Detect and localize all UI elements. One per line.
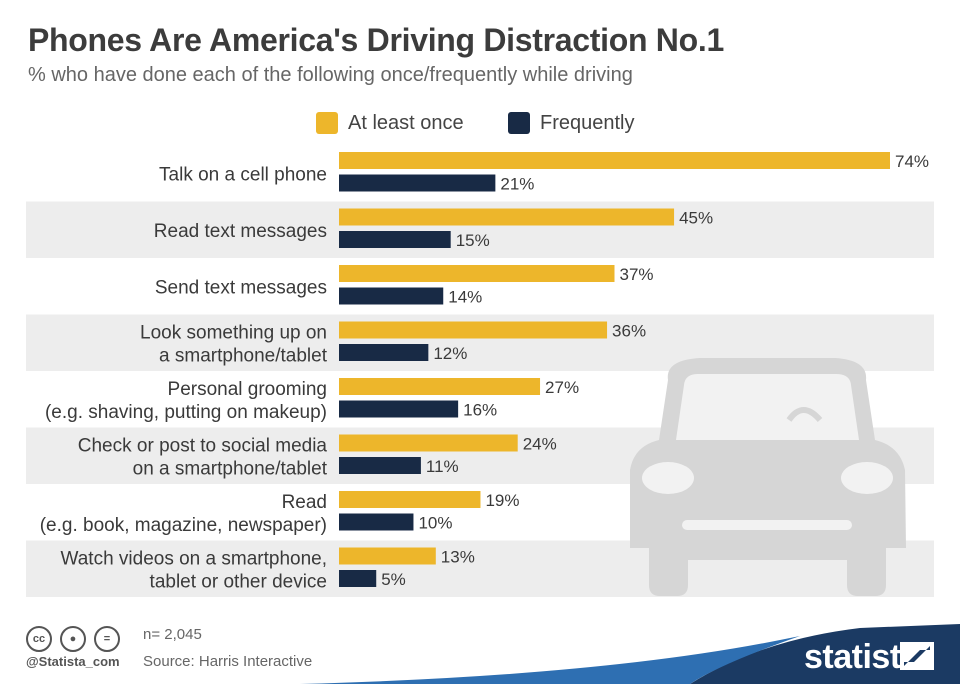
chart-title: Phones Are America's Driving Distraction… xyxy=(28,22,724,58)
value-labels: 74% 21% 45% 15% 37% 14% 36% 12% 27% 16% 24% 11% 19% 1… xyxy=(381,152,929,589)
no-derivatives-icon: = xyxy=(94,626,120,652)
bars xyxy=(339,152,890,587)
category-label: Talk on a cell phone xyxy=(159,164,327,185)
value-label: 27% xyxy=(545,378,579,397)
chart-subtitle: % who have done each of the following on… xyxy=(28,64,633,86)
bar-at-least-once xyxy=(339,434,518,452)
category-label: Personal grooming xyxy=(168,379,327,400)
value-label: 11% xyxy=(426,457,459,476)
category-label: Check or post to social media xyxy=(78,435,328,456)
attribution-icon: ● xyxy=(60,626,86,652)
sample-size: n= 2,045 xyxy=(143,626,202,643)
license-icons: cc ● = xyxy=(26,626,128,652)
bar-at-least-once xyxy=(339,547,436,565)
statista-handle: @Statista_com xyxy=(26,654,120,669)
value-label: 24% xyxy=(523,435,557,454)
legend-item-at-least-once: At least once xyxy=(316,110,464,136)
category-label: (e.g. shaving, putting on makeup) xyxy=(45,402,327,423)
bar-frequently xyxy=(339,400,459,418)
value-label: 14% xyxy=(448,288,482,307)
value-label: 15% xyxy=(456,231,490,250)
category-label: Send text messages xyxy=(155,277,327,298)
source-note: Source: Harris Interactive xyxy=(143,653,313,670)
value-label: 21% xyxy=(500,175,534,194)
bar-frequently xyxy=(339,174,496,192)
bar-frequently xyxy=(339,231,451,248)
bar-at-least-once xyxy=(339,208,675,226)
bar-at-least-once xyxy=(339,378,541,395)
value-label: 74% xyxy=(895,152,929,171)
bar-at-least-once xyxy=(339,491,481,508)
category-label: Look something up on xyxy=(140,322,327,343)
legend-item-frequently: Frequently xyxy=(508,110,635,136)
category-label: tablet or other device xyxy=(150,571,327,592)
bar-frequently xyxy=(339,344,429,361)
cc-icon: cc xyxy=(26,626,52,652)
category-label: a smartphone/tablet xyxy=(159,345,328,366)
value-label: 10% xyxy=(418,514,452,533)
value-label: 37% xyxy=(620,265,654,284)
bar-frequently xyxy=(339,570,377,587)
bar-at-least-once xyxy=(339,152,890,169)
value-label: 36% xyxy=(612,322,646,341)
car-icon xyxy=(630,358,906,596)
bar-at-least-once xyxy=(339,265,615,282)
legend-label-frequently: Frequently xyxy=(540,111,635,134)
value-label: 16% xyxy=(463,401,497,420)
bar-frequently xyxy=(339,513,414,531)
bar-at-least-once xyxy=(339,321,608,339)
bar-frequently xyxy=(339,457,421,474)
category-label: Read xyxy=(282,492,327,513)
legend-label-at-least-once: At least once xyxy=(348,111,464,134)
value-label: 19% xyxy=(485,491,519,510)
legend-swatch-frequently xyxy=(508,112,530,134)
legend: At least once Frequently xyxy=(0,110,960,136)
legend-swatch-at-least-once xyxy=(316,112,338,134)
category-label: (e.g. book, magazine, newspaper) xyxy=(40,515,327,536)
value-label: 5% xyxy=(381,570,406,589)
category-label: Read text messages xyxy=(154,221,327,242)
category-label: Watch videos on a smartphone, xyxy=(61,548,328,569)
value-label: 45% xyxy=(679,209,713,228)
category-label: on a smartphone/tablet xyxy=(133,458,328,479)
category-labels: Talk on a cell phone Read text messages Se… xyxy=(40,164,328,592)
bar-frequently xyxy=(339,287,444,305)
statista-logo-mark-icon xyxy=(900,642,934,670)
value-label: 12% xyxy=(433,344,467,363)
value-label: 13% xyxy=(441,548,475,567)
